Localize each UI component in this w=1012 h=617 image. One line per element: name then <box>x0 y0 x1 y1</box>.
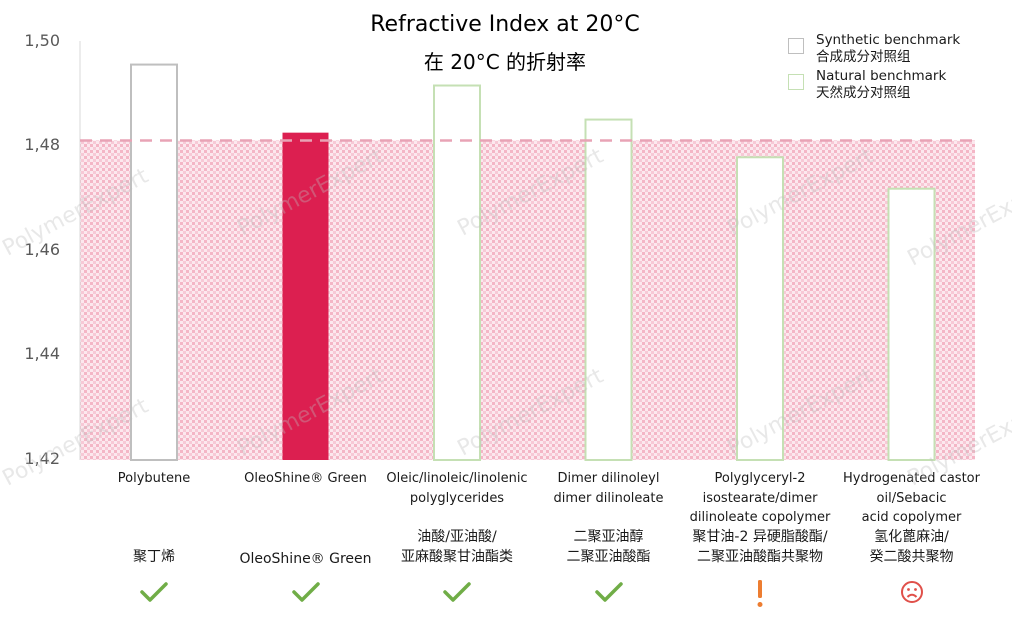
category-label-en-line: polyglycerides <box>409 490 505 506</box>
bar-5 <box>887 187 936 461</box>
category-label-en-line: isostearate/dimer <box>702 490 818 506</box>
y-tick-label: 1,50 <box>24 31 60 50</box>
category-label-en: Hydrogenated castor oil/Sebacic acid copol… <box>822 469 1002 528</box>
bar-2 <box>433 84 481 462</box>
bar-4 <box>736 156 784 462</box>
category-label-cn: 聚甘油-2 异硬脂酸酯/二聚亚油酸酯共聚物 <box>670 527 850 567</box>
check-icon <box>286 580 326 610</box>
legend-swatch-synthetic <box>788 38 804 54</box>
category-label-en-line: Polyglyceryl-2 <box>714 471 806 486</box>
y-tick-label: 1,48 <box>24 135 60 154</box>
category-label-en-line: dimer dilinoleate <box>553 490 664 506</box>
category-label-en-line: Dimer dilinoleyl <box>557 471 660 486</box>
category-label-cn: 聚丁烯 <box>64 547 244 567</box>
category-label-cn-line: 二聚亚油醇 <box>573 529 644 545</box>
check-icon <box>437 580 477 610</box>
category-label-cn: 氢化蓖麻油/癸二酸共聚物 <box>822 527 1002 567</box>
category-label-cn-line: 油酸/亚油酸/ <box>417 529 497 545</box>
category-label-cn-line: 癸二酸共聚物 <box>869 549 954 565</box>
y-tick-label: 1,42 <box>24 449 60 468</box>
bar-0 <box>130 63 178 461</box>
category-label-cn-line: 二聚亚油酸酯 <box>566 549 651 565</box>
category-label-cn-line: OleoShine® Green <box>239 551 372 567</box>
chart-subtitle: 在 20°C 的折射率 <box>423 50 587 74</box>
check-icon <box>589 580 629 610</box>
category-label-en-line: OleoShine® Green <box>244 471 367 486</box>
legend-label-synthetic: Synthetic benchmark <box>816 32 961 48</box>
frown-icon <box>892 580 932 610</box>
bar-3 <box>584 118 633 461</box>
exclamation-icon <box>740 580 780 610</box>
category-label-cn-line: 聚丁烯 <box>133 549 175 565</box>
category-label-cn: 二聚亚油醇二聚亚油酸酯 <box>519 527 699 567</box>
category-label-en-line: acid copolymer <box>861 510 962 525</box>
category-label-cn-line: 聚甘油-2 异硬脂酸酯/ <box>692 529 828 545</box>
bar-1 <box>282 132 329 460</box>
category-label-en-line: Polybutene <box>117 471 191 486</box>
y-tick-label: 1,46 <box>24 240 60 259</box>
y-tick-label: 1,44 <box>24 344 60 363</box>
category-label-en-line: dilinoleate copolymer <box>689 510 831 525</box>
category-label-en: Polyglyceryl-2 isostearate/dimer dilinolea… <box>670 469 850 528</box>
category-label-en: Oleic/linoleic/linolenic polyglycerides <box>367 469 547 508</box>
legend-label-synthetic-cn: 合成成分对照组 <box>816 49 911 65</box>
legend-swatch-natural <box>788 74 804 90</box>
category-label-en-line: oil/Sebacic <box>876 490 947 506</box>
legend-label-natural: Natural benchmark <box>816 68 947 84</box>
reference-band <box>80 140 975 460</box>
category-label-en-line: Hydrogenated castor <box>843 471 980 486</box>
category-label-en: Polybutene <box>64 469 244 489</box>
check-icon <box>134 580 174 610</box>
category-label-en-line: Oleic/linoleic/linolenic <box>386 471 528 486</box>
category-label-cn: OleoShine® Green <box>216 549 396 569</box>
chart-title: Refractive Index at 20°C <box>370 12 640 37</box>
category-label-en: Dimer dilinoleyl dimer dilinoleate <box>519 469 699 508</box>
category-label-cn-line: 氢化蓖麻油/ <box>874 529 949 545</box>
legend-label-natural-cn: 天然成分对照组 <box>816 85 911 101</box>
category-label-en: OleoShine® Green <box>216 469 396 489</box>
category-label-cn: 油酸/亚油酸/亚麻酸聚甘油酯类 <box>367 527 547 567</box>
category-label-cn-line: 亚麻酸聚甘油酯类 <box>401 549 513 565</box>
category-label-cn-line: 二聚亚油酸酯共聚物 <box>697 549 823 565</box>
